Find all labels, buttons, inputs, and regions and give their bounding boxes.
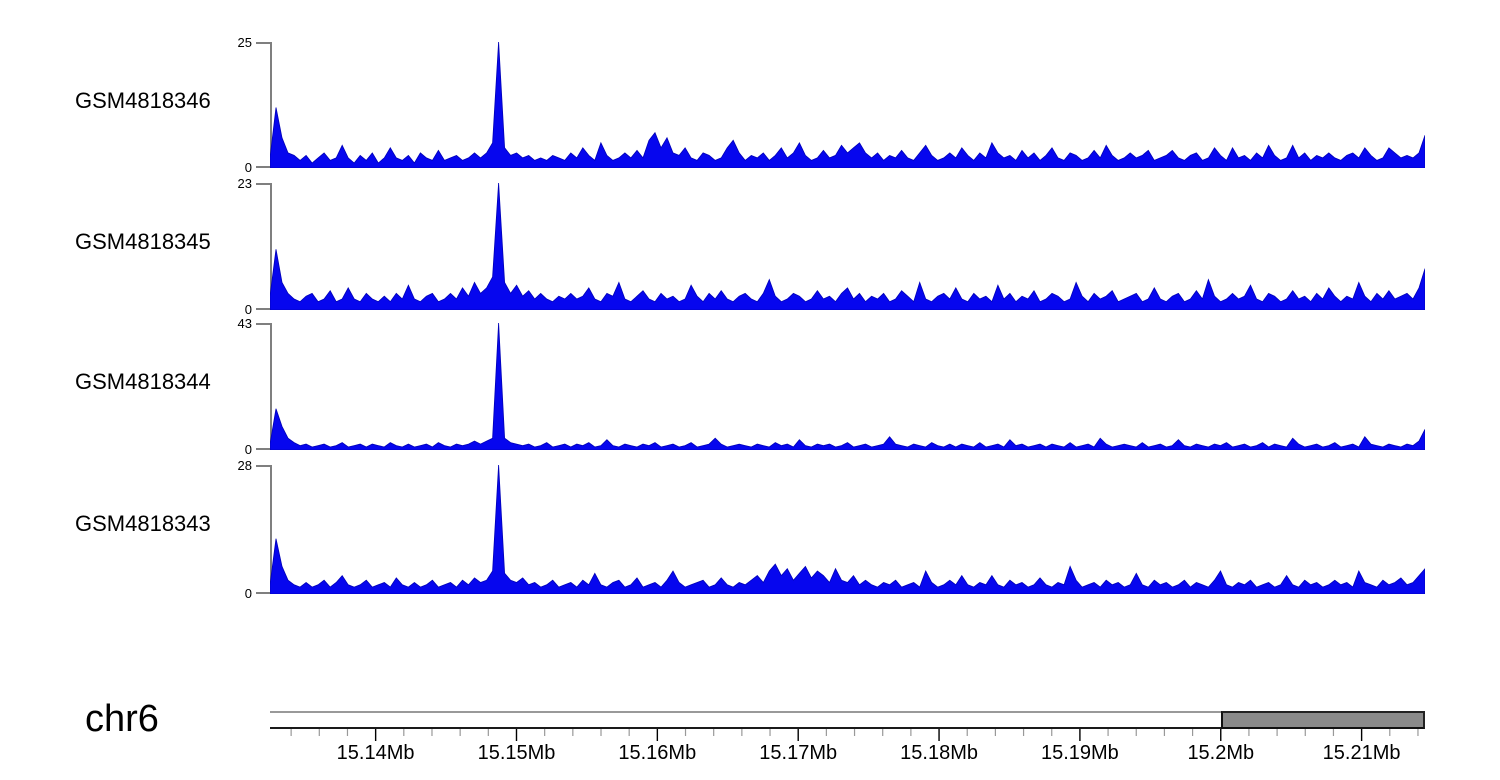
- y-axis-bracket: [256, 183, 272, 310]
- axis-tick-label: 15.21Mb: [1322, 742, 1401, 764]
- coverage-track-1: GSM4818346 25 0: [0, 36, 1500, 174]
- coverage-plot: [270, 323, 1425, 450]
- coverage-plot: [270, 42, 1425, 168]
- coverage-track-4: GSM4818343 28 0: [0, 459, 1500, 600]
- axis-tick-label: 15.19Mb: [1040, 742, 1119, 764]
- axis-tick-label: 15.14Mb: [336, 742, 415, 764]
- chromosome-ruler: chr6 15.14Mb 15.15Mb 15.16Mb 15.17Mb 15.18Mb…: [0, 699, 1500, 780]
- coverage-area: [270, 323, 1425, 450]
- y-axis-max-label: 28: [237, 458, 252, 473]
- y-axis-bracket: [256, 465, 272, 594]
- axis-tick-label: 15.18Mb: [900, 742, 979, 764]
- ruler-gray-region: [1220, 711, 1425, 729]
- y-axis-zero-label: 0: [244, 302, 252, 317]
- coverage-area: [270, 465, 1425, 594]
- y-axis-zero-label: 0: [244, 160, 252, 175]
- track-label: GSM4818343: [75, 511, 211, 536]
- track-label: GSM4818345: [75, 229, 211, 254]
- y-axis-zero-label: 0: [244, 586, 252, 601]
- coverage-signal-svg: [270, 465, 1425, 594]
- ruler-ticks-svg: [290, 729, 1419, 741]
- coverage-signal-svg: [270, 183, 1425, 310]
- y-axis-max-label: 43: [237, 316, 252, 331]
- track-label: GSM4818346: [75, 88, 211, 113]
- coverage-signal-svg: [270, 323, 1425, 450]
- axis-tick-label: 15.15Mb: [477, 742, 556, 764]
- axis-tick-label: 15.16Mb: [618, 742, 697, 764]
- y-axis-zero-label: 0: [244, 442, 252, 457]
- axis-tick-label: 15.2Mb: [1187, 742, 1255, 764]
- coverage-signal-svg: [270, 42, 1425, 168]
- y-axis-bracket: [256, 42, 272, 168]
- coverage-track-2: GSM4818345 23 0: [0, 177, 1500, 316]
- axis-tick-label: 15.17Mb: [759, 742, 838, 764]
- ruler-ticks: [270, 729, 1425, 742]
- chromosome-label: chr6: [85, 698, 159, 740]
- ruler-bar: [270, 711, 1425, 729]
- y-axis-bracket: [256, 323, 272, 450]
- coverage-track-3: GSM4818344 43 0: [0, 317, 1500, 456]
- coverage-plot: [270, 465, 1425, 594]
- coverage-area: [270, 183, 1425, 310]
- y-axis-max-label: 25: [237, 35, 252, 50]
- y-axis-max-label: 23: [237, 176, 252, 191]
- coverage-plot: [270, 183, 1425, 310]
- track-label: GSM4818344: [75, 369, 211, 394]
- coverage-area: [270, 42, 1425, 168]
